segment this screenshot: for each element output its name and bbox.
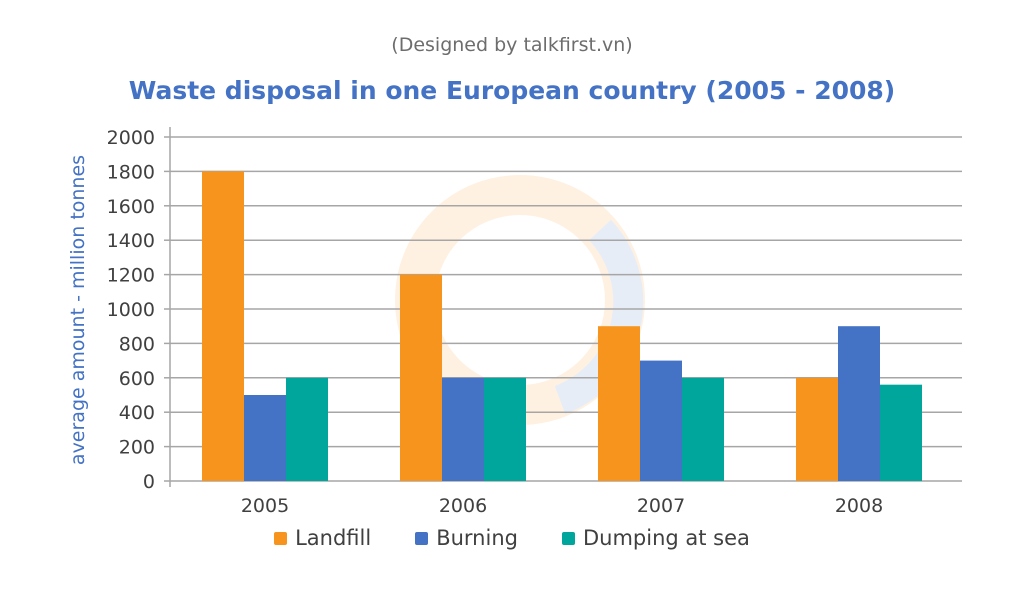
bar-dumping-at-sea-2006: [484, 377, 526, 481]
watermark-logo: [395, 175, 645, 425]
credit-text: (Designed by talkfirst.vn): [391, 34, 633, 56]
y-tick-label: 1200: [107, 265, 155, 287]
y-tick-label: 2000: [107, 127, 155, 149]
bar-dumping-at-sea-2005: [286, 377, 328, 481]
y-tick-label: 1800: [107, 161, 155, 183]
legend-label: Dumping at sea: [582, 526, 750, 550]
legend-item-dumping-at-sea: Dumping at sea: [561, 526, 750, 550]
x-tick-label: 2006: [439, 495, 487, 517]
x-tick-label: 2008: [835, 495, 883, 517]
legend-item-landfill: Landfill: [274, 526, 371, 550]
bar-landfill-2008: [796, 377, 838, 481]
x-tick-label: 2007: [637, 495, 685, 517]
y-tick-label: 600: [119, 368, 155, 390]
y-tick-label: 0: [143, 471, 155, 493]
bar-landfill-2005: [202, 171, 244, 481]
bar-dumping-at-sea-2007: [682, 377, 724, 481]
legend-swatch: [561, 531, 575, 545]
legend-swatch: [274, 531, 288, 545]
bar-burning-2006: [442, 377, 484, 481]
y-tick-label: 400: [119, 402, 155, 424]
y-tick-label: 1600: [107, 196, 155, 218]
y-tick-label: 1000: [107, 299, 155, 321]
bar-dumping-at-sea-2008: [880, 384, 922, 481]
y-tick-label: 1400: [107, 230, 155, 252]
legend: Landfill Burning Dumping at sea: [0, 526, 1024, 550]
x-tick-label: 2005: [241, 495, 289, 517]
bar-burning-2005: [244, 395, 286, 481]
y-axis-label: average amount - million tonnes: [67, 155, 89, 465]
legend-item-burning: Burning: [415, 526, 518, 550]
bar-landfill-2007: [598, 326, 640, 481]
chart-title: Waste disposal in one European country (…: [128, 76, 896, 105]
y-tick-label: 800: [119, 333, 155, 355]
bar-burning-2007: [640, 360, 682, 481]
bar-burning-2008: [838, 326, 880, 481]
legend-swatch: [415, 531, 429, 545]
legend-label: Landfill: [295, 526, 372, 550]
y-tick-label: 200: [119, 437, 155, 459]
legend-label: Burning: [436, 526, 518, 550]
bar-landfill-2006: [400, 274, 442, 481]
